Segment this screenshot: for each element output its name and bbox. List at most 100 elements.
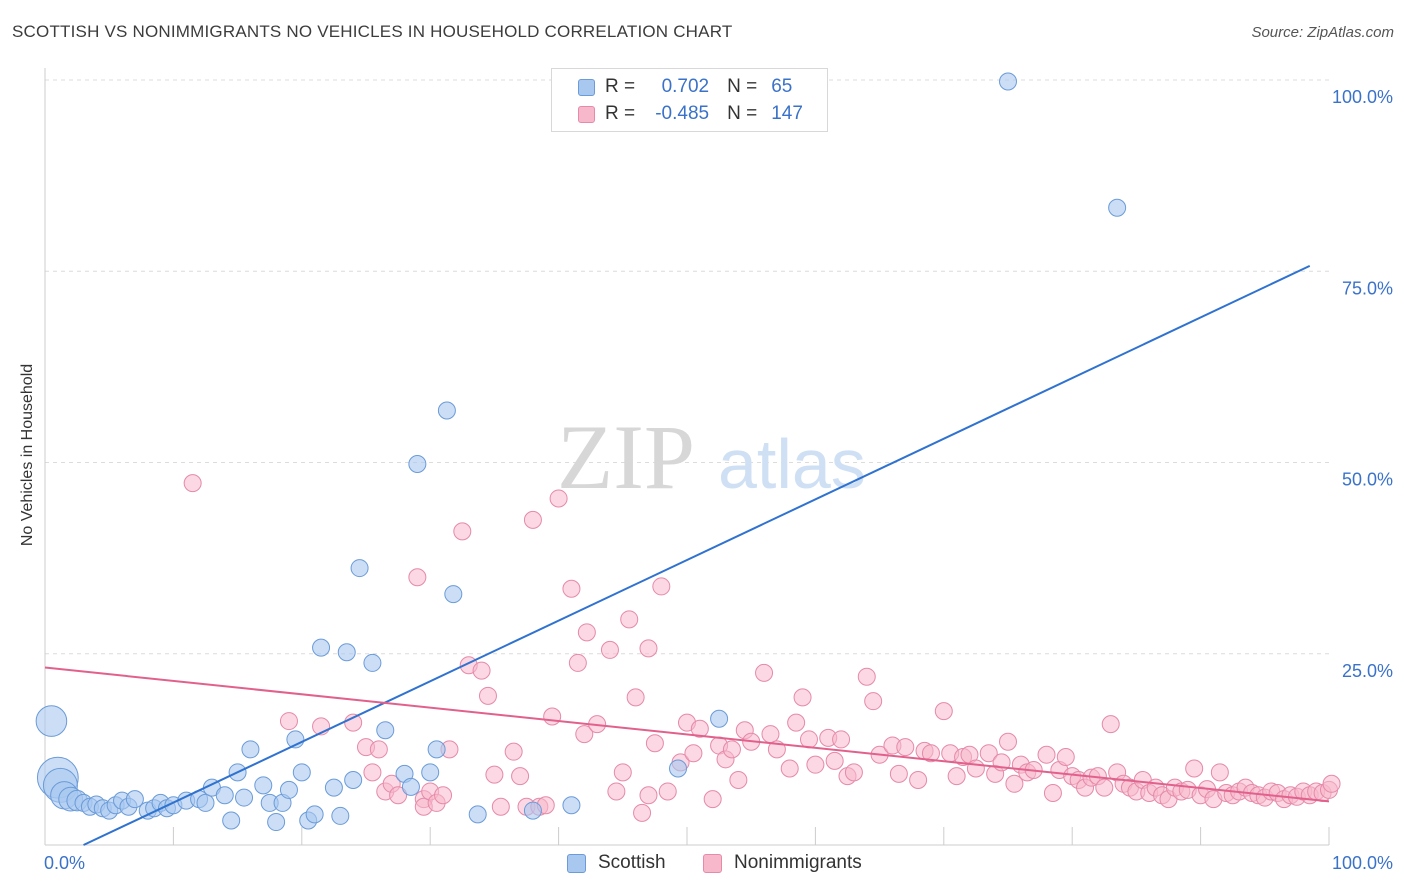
nonimmigrants-point	[1322, 774, 1341, 793]
nonimmigrants-point	[620, 610, 639, 629]
nonimmigrants-point	[478, 686, 497, 705]
nonimmigrants-point	[1101, 715, 1120, 734]
n-value: 147	[771, 103, 803, 124]
scottish-points	[35, 72, 1127, 832]
scottish-point	[279, 780, 298, 799]
nonimmigrants-point	[600, 640, 619, 659]
watermark: ZIP atlas	[557, 406, 866, 508]
y-tick-label: 25.0%	[1342, 661, 1393, 681]
scottish-point	[562, 796, 581, 815]
gridlines	[45, 79, 1329, 655]
scottish-point	[324, 778, 343, 797]
scottish-point	[125, 790, 144, 809]
scottish-point	[421, 763, 440, 782]
scottish-point	[235, 788, 254, 807]
scottish-point	[222, 811, 241, 830]
x-tick-label: 100.0%	[1332, 853, 1393, 873]
nonimmigrants-point	[999, 732, 1017, 751]
nonimmigrants-point	[889, 764, 908, 783]
legend-item-nonimmigrants[interactable]: Nonimmigrants	[703, 852, 862, 874]
nonimmigrants-point	[549, 489, 568, 508]
nonimmigrants-point	[363, 763, 382, 782]
scottish-trend-line	[83, 264, 1311, 846]
scottish-point	[337, 643, 356, 662]
nonimmigrants-point	[684, 744, 703, 763]
nonimmigrants-point	[729, 770, 748, 789]
nonimmigrants-point	[934, 702, 953, 721]
legend-row-scottish: R = 0.702 N = 65	[578, 74, 792, 100]
r-value: -0.485	[655, 103, 710, 124]
scottish-point	[1108, 198, 1127, 217]
nonimmigrants-point	[761, 725, 780, 744]
nonimmigrants-point	[543, 707, 562, 726]
scottish-point	[523, 801, 542, 820]
nonimmigrants-point	[1043, 783, 1062, 802]
nonimmigrants-point	[568, 653, 587, 672]
scottish-point	[196, 793, 215, 812]
watermark-zip: ZIP	[557, 406, 695, 508]
nonimmigrants-point	[575, 725, 594, 744]
nonimmigrants-point	[577, 623, 596, 642]
scottish-point	[215, 786, 234, 805]
nonimmigrants-point	[896, 738, 915, 757]
nonimmigrants-point	[722, 740, 741, 759]
nonimmigrants-point	[633, 803, 652, 822]
nonimmigrants-point	[1185, 759, 1204, 778]
nonimmigrants-point	[504, 742, 523, 761]
nonimmigrants-trend-line	[44, 666, 1330, 803]
scottish-point	[363, 653, 382, 672]
scottish-point	[376, 721, 395, 740]
nonimmigrants-point	[369, 740, 388, 759]
nonimmigrants-point	[607, 782, 626, 801]
nonimmigrants-point	[408, 568, 427, 587]
nonimmigrants-point	[626, 688, 645, 707]
chart-title: SCOTTISH VS NONIMMIGRANTS NO VEHICLES IN…	[12, 22, 733, 41]
legend-label-scottish: Scottish	[598, 852, 666, 873]
scottish-point	[312, 638, 331, 657]
scottish-point	[444, 585, 463, 604]
nonimmigrants-point	[491, 797, 510, 816]
nonimmigrants-point	[703, 790, 722, 809]
nonimmigrants-point	[645, 734, 664, 753]
nonimmigrants-point	[844, 763, 863, 782]
nonimmigrants-point	[1005, 774, 1024, 793]
nonimmigrants-point	[947, 767, 966, 786]
scottish-point	[669, 759, 688, 778]
y-tick-label: 100.0%	[1332, 87, 1393, 107]
legend-item-scottish[interactable]: Scottish	[567, 852, 666, 874]
nonimmigrants-point	[279, 712, 298, 731]
nonimmigrants-point	[389, 786, 408, 805]
nonimmigrants-point	[658, 782, 677, 801]
nonimmigrants-point	[639, 639, 658, 658]
tick-labels: 25.0% 50.0% 75.0% 100.0% 0.0% 100.0%	[44, 87, 1393, 873]
legend-label-nonimmigrants: Nonimmigrants	[734, 852, 862, 873]
trend-lines	[44, 264, 1330, 846]
scottish-point	[267, 813, 286, 832]
nonimmigrants-point	[864, 692, 883, 711]
n-label: N =	[727, 103, 758, 124]
scottish-point	[401, 777, 420, 796]
scottish-point	[468, 805, 487, 824]
nonimmigrants-point	[755, 663, 774, 682]
scottish-point	[710, 709, 729, 728]
nonimmigrants-point	[523, 510, 542, 529]
nonimmigrants-point	[639, 786, 658, 805]
nonimmigrants-point	[652, 577, 671, 596]
nonimmigrants-point	[1037, 745, 1056, 764]
y-tick-label: 75.0%	[1342, 278, 1393, 298]
scottish-point	[350, 559, 369, 578]
nonimmigrants-point	[825, 751, 844, 770]
nonimmigrants-point	[453, 522, 472, 541]
nonimmigrants-point	[434, 786, 453, 805]
correlation-legend: R = 0.702 N = 65 R = -0.485 N = 147	[551, 68, 828, 132]
nonimmigrants-swatch	[703, 853, 722, 873]
nonimmigrants-point	[472, 661, 491, 680]
nonimmigrants-point	[1095, 778, 1114, 797]
nonimmigrants-point	[511, 767, 530, 786]
y-tick-label: 50.0%	[1342, 470, 1393, 490]
nonimmigrants-point	[183, 474, 202, 493]
n-label: N =	[727, 76, 758, 97]
scottish-swatch	[567, 853, 586, 873]
scottish-point	[254, 776, 273, 795]
